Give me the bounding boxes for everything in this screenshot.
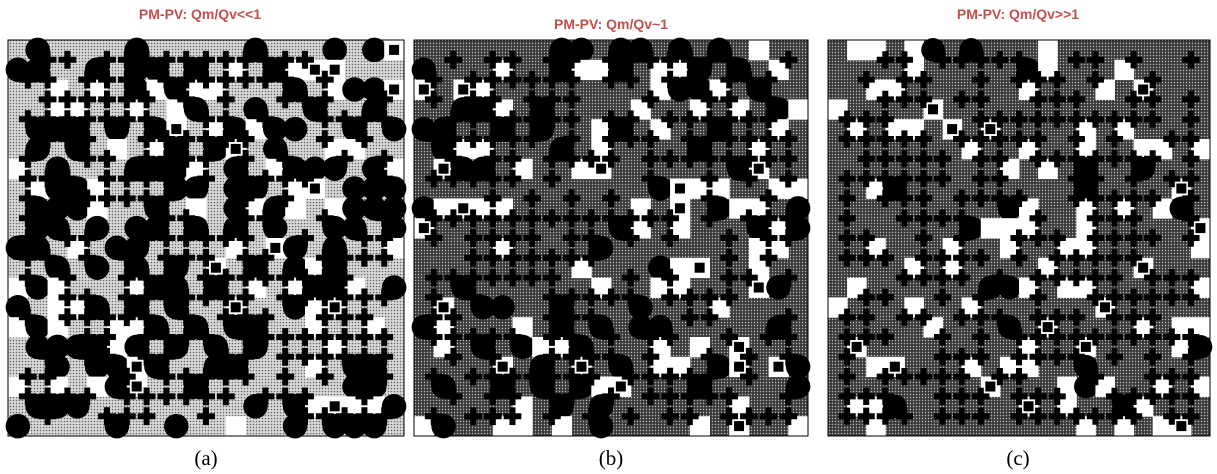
- black-pore: [675, 184, 685, 194]
- black-pore: [439, 302, 449, 312]
- black-pore: [695, 263, 705, 273]
- page: PM-PV: Qm/Qv<<1 PM-PV: Qm/Qv~1 PM-PV: Qm…: [0, 0, 1217, 474]
- black-pore: [171, 124, 181, 134]
- black-pore: [270, 243, 280, 253]
- panel-title: PM-PV: Qm/Qv<<1: [139, 6, 261, 22]
- black-blob: [490, 295, 514, 319]
- black-pore: [458, 203, 468, 213]
- black-pore: [419, 85, 429, 95]
- black-pore: [1100, 302, 1110, 312]
- network-image: [412, 38, 811, 439]
- black-pore: [1081, 342, 1091, 352]
- white-pore: [788, 179, 808, 199]
- white-pore: [513, 416, 533, 436]
- black-pore: [231, 144, 241, 154]
- black-pore: [132, 362, 142, 372]
- panel-caption: (c): [1006, 446, 1029, 470]
- black-pore: [1195, 223, 1205, 233]
- black-pore: [211, 263, 221, 273]
- black-pore: [330, 401, 340, 411]
- black-pore: [1043, 322, 1053, 332]
- white-pore: [226, 416, 246, 436]
- black-pore: [675, 203, 685, 213]
- black-pore: [734, 362, 744, 372]
- black-pore: [773, 362, 783, 372]
- black-pore: [310, 184, 320, 194]
- black-pore: [852, 342, 862, 352]
- black-pore: [985, 124, 995, 134]
- black-pore: [928, 104, 938, 114]
- black-blob: [362, 38, 387, 63]
- black-pore: [389, 85, 399, 95]
- black-pore: [1138, 85, 1148, 95]
- white-pore: [749, 40, 769, 60]
- white-pore: [847, 40, 867, 60]
- black-pore: [419, 223, 429, 233]
- white-pore: [788, 99, 808, 119]
- panel-title: PM-PV: Qm/Qv>>1: [957, 6, 1079, 22]
- network-image: [6, 38, 407, 439]
- black-pore: [498, 362, 508, 372]
- panel-title: PM-PV: Qm/Qv~1: [554, 16, 668, 32]
- black-pore: [132, 382, 142, 392]
- black-pore: [734, 421, 744, 431]
- black-pore: [389, 45, 399, 55]
- black-pore: [1176, 184, 1186, 194]
- black-pore: [310, 65, 320, 75]
- black-pore: [596, 164, 606, 174]
- black-blob: [164, 414, 189, 439]
- black-pore: [734, 342, 744, 352]
- black-pore: [947, 124, 957, 134]
- black-pore: [439, 164, 449, 174]
- black-pore: [576, 362, 586, 372]
- black-pore: [330, 65, 340, 75]
- black-pore: [1138, 263, 1148, 273]
- black-pore: [754, 164, 764, 174]
- white-pore: [981, 218, 1001, 238]
- white-pore: [285, 198, 305, 218]
- white-pore: [690, 416, 710, 436]
- black-pore: [890, 362, 900, 372]
- black-pore: [985, 382, 995, 392]
- black-blob: [6, 414, 31, 439]
- black-blob: [283, 117, 308, 142]
- black-pore: [1024, 401, 1034, 411]
- black-blob: [322, 38, 347, 63]
- white-pore: [1038, 40, 1058, 60]
- panel-caption: (a): [194, 446, 217, 470]
- black-pore: [616, 382, 626, 392]
- black-pore: [330, 302, 340, 312]
- panel-caption: (b): [599, 446, 624, 470]
- black-pore: [754, 283, 764, 293]
- white-pore: [788, 416, 808, 436]
- black-pore: [231, 302, 241, 312]
- black-pore: [1176, 421, 1186, 431]
- white-pore: [552, 416, 572, 436]
- figure: PM-PV: Qm/Qv<<1 PM-PV: Qm/Qv~1 PM-PV: Qm…: [0, 0, 1217, 474]
- network-image: [828, 38, 1212, 436]
- black-pore: [458, 85, 468, 95]
